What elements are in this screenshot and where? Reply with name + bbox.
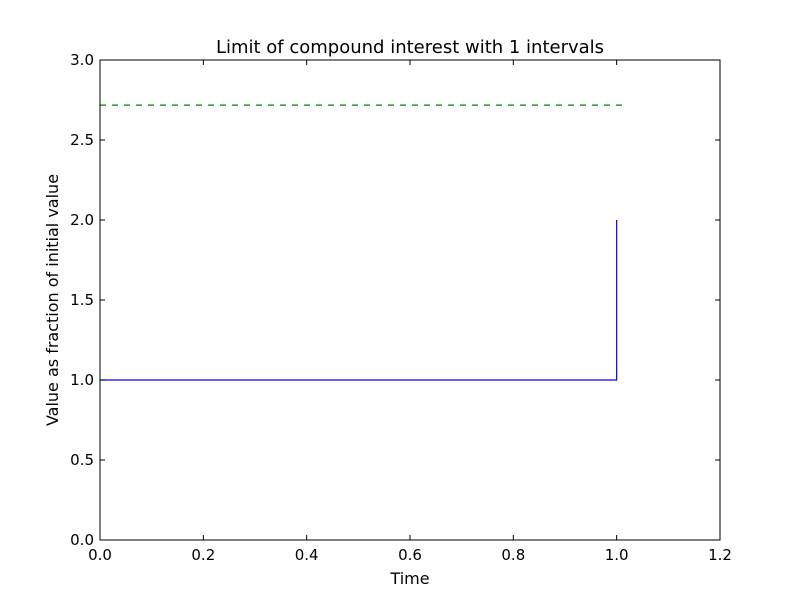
y-tick-label: 0.0 <box>70 531 94 549</box>
x-tick-label: 1.0 <box>605 546 629 564</box>
compound-step-line <box>100 220 618 381</box>
x-tick-label: 0.2 <box>191 546 215 564</box>
y-tick-label: 2.0 <box>70 211 94 229</box>
x-tick-label: 1.2 <box>708 546 732 564</box>
x-tick-label: 0.4 <box>295 546 319 564</box>
x-tick-label: 0.0 <box>88 546 112 564</box>
series-layer <box>100 104 627 381</box>
y-tick-label: 1.5 <box>70 291 94 309</box>
x-tick-label: 0.8 <box>501 546 525 564</box>
tick-layer: 0.0 0.2 0.4 0.6 0.8 1.0 1.2 0.0 0.5 1.0 1.5 2.0 2.5 3… <box>70 51 732 564</box>
plot-frame <box>99 59 721 541</box>
y-tick-label: 1.0 <box>70 371 94 389</box>
y-axis-label: Value as fraction of initial value <box>43 174 62 426</box>
y-tick-label: 2.5 <box>70 131 94 149</box>
y-tick-label: 0.5 <box>70 451 94 469</box>
x-axis-label: Time <box>389 569 429 588</box>
x-tick-label: 0.6 <box>398 546 422 564</box>
chart-title: Limit of compound interest with 1 interv… <box>216 37 604 58</box>
y-tick-label: 3.0 <box>70 51 94 69</box>
